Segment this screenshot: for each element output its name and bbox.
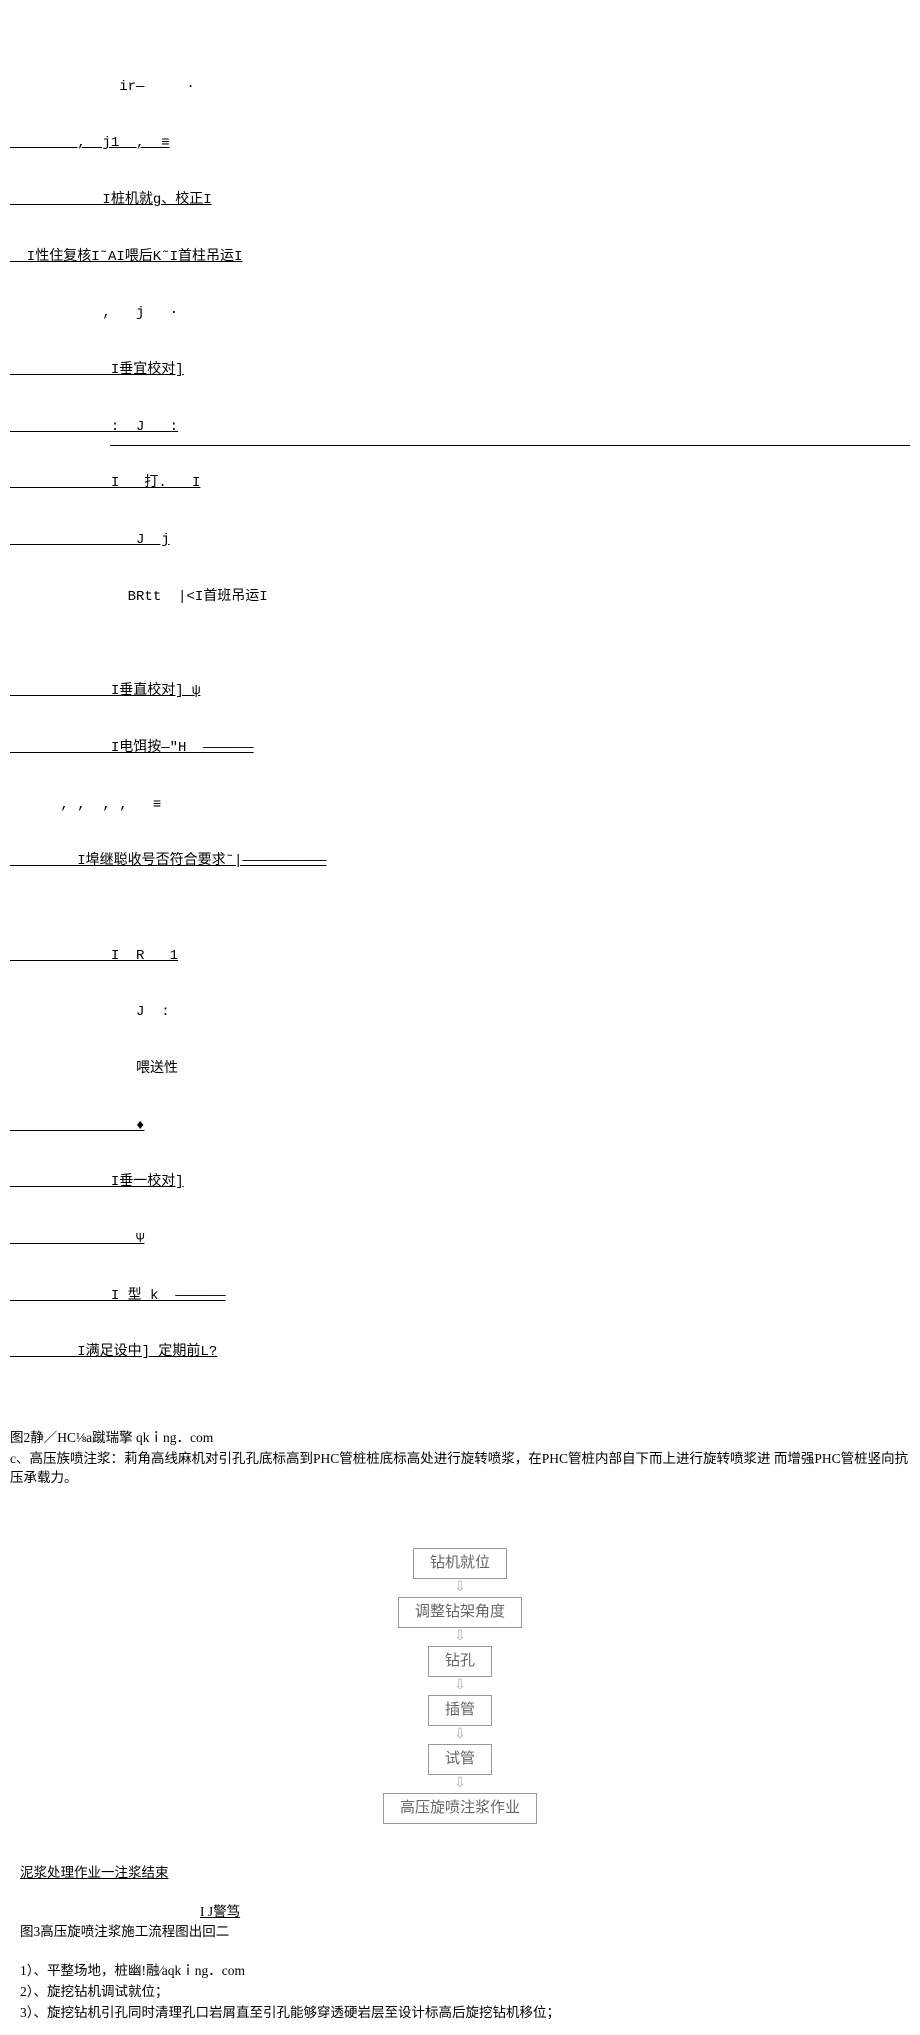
flow-box-drill-position: 钻机就位 — [413, 1548, 507, 1579]
ascii-line: I垂一校对] — [10, 1173, 910, 1192]
ascii-line: J : — [10, 1003, 910, 1022]
down-arrow-icon: ⇩ — [454, 1679, 466, 1693]
ascii-line: I埠继聪收号否符合要求˜|—————————— — [10, 852, 910, 871]
ascii-line: , , , , ≡ — [10, 796, 910, 815]
ascii-line: I性住复核I˜AI喂后K˜I首柱吊运I — [10, 248, 910, 267]
ascii-line: ir— · — [10, 78, 910, 97]
ascii-line: I桩机就g、校正I — [10, 191, 910, 210]
ascii-line: ♦ — [10, 1117, 910, 1136]
ascii-line: I R 1 — [10, 947, 910, 966]
ascii-line: I垂宜校对] — [10, 361, 910, 380]
ascii-line: : J : — [10, 418, 910, 437]
ascii-line: J j — [10, 531, 910, 550]
flow-box-test-pipe: 试管 — [428, 1744, 492, 1775]
step-1: 1）、平整场地，桩幽!融⁄aqkｉng．com — [20, 1962, 900, 1981]
link-line: I J警笃 — [20, 1903, 900, 1922]
ascii-line: 喂送性 — [10, 1060, 910, 1079]
figure3-caption: 图3高压旋喷注浆施工流程图出回二 — [20, 1923, 900, 1942]
flow-box-insert-pipe: 插管 — [428, 1695, 492, 1726]
down-arrow-icon: ⇩ — [454, 1581, 466, 1595]
flow-box-adjust-angle: 调整钻架角度 — [398, 1597, 522, 1628]
ascii-line: , j1 , ≡ — [10, 134, 910, 153]
figure2-caption: 图2静／HC⅛a蹴瑞擎 qkｉng．com — [10, 1429, 910, 1448]
step-3: 3）、旋挖钻机引孔同时清理孔口岩屑直至引孔能够穿透硬岩层至设计标高后旋挖钻机移位… — [20, 2004, 900, 2023]
flow-box-grouting-operation: 高压旋喷注浆作业 — [383, 1793, 537, 1824]
down-arrow-icon: ⇩ — [454, 1630, 466, 1644]
ascii-line: Ψ — [10, 1230, 910, 1249]
down-arrow-icon: ⇩ — [454, 1728, 466, 1742]
paragraph-c: c、高压族喷注浆：莉角高线麻机对引孔孔底标高到PHC管桩桩底标高处进行旋转喷浆，… — [10, 1450, 910, 1488]
divider-line — [110, 445, 910, 446]
ascii-line: I满足设中] 定期前L? — [10, 1343, 910, 1362]
ascii-line: I电饵按—"H —————— — [10, 739, 910, 758]
mud-treatment-line: 泥浆处理作业一注浆结束 — [20, 1864, 900, 1883]
flowchart-figure3: 钻机就位 ⇩ 调整钻架角度 ⇩ 钻孔 ⇩ 插管 ⇩ 试管 ⇩ 高压旋喷注浆作业 — [350, 1548, 570, 1824]
ascii-line: , j · — [10, 304, 910, 323]
down-arrow-icon: ⇩ — [454, 1777, 466, 1791]
flow-box-drilling: 钻孔 — [428, 1646, 492, 1677]
step-2: 2）、旋挖钻机调试就位； — [20, 1983, 900, 2002]
ascii-line: I垂直校对] ψ — [10, 682, 910, 701]
ascii-line: I 型 k —————— — [10, 1287, 910, 1306]
ascii-line: BRtt |<I首班吊运I — [10, 588, 910, 607]
ascii-line: I 打. I — [10, 474, 910, 493]
ascii-flowchart: ir— · , j1 , ≡ I桩机就g、校正I I性住复核I˜AI喂后K˜I首… — [10, 40, 910, 1419]
